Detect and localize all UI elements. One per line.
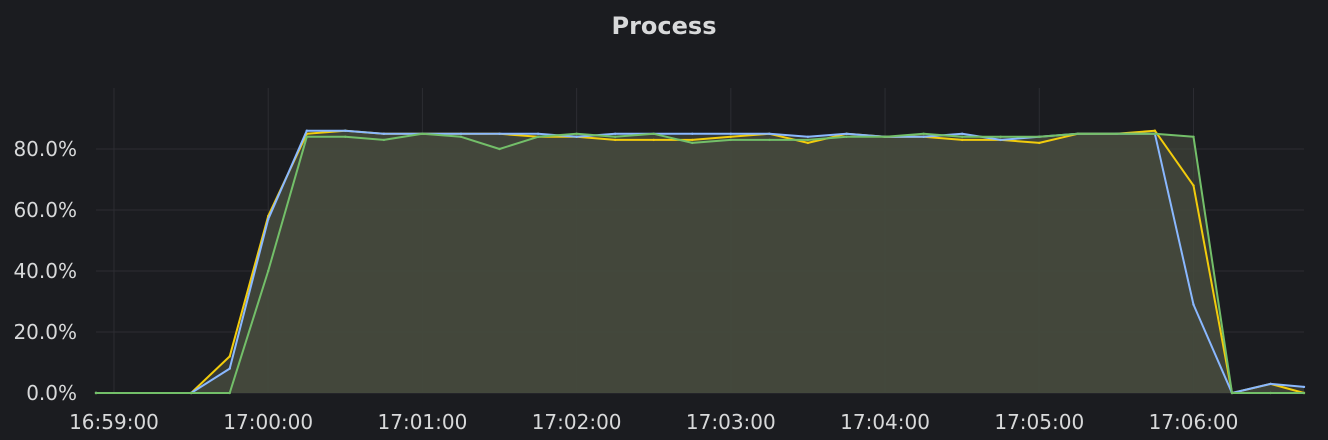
series-green-point (653, 133, 655, 135)
series-blue-point (614, 133, 616, 135)
x-tick-label: 17:00:00 (223, 410, 313, 434)
series-yellow-point (961, 139, 963, 141)
series-green-point (922, 133, 924, 135)
series-green-point (460, 136, 462, 138)
y-tick-label: 80.0% (13, 137, 77, 161)
series-green-point (1269, 392, 1271, 394)
series-blue-point (229, 367, 231, 369)
series-yellow-point (1038, 142, 1040, 144)
series-green-point (614, 136, 616, 138)
series-green-point (344, 136, 346, 138)
series-yellow-point (807, 142, 809, 144)
series-green-point (961, 136, 963, 138)
series-yellow-point (1154, 130, 1156, 132)
series-green-point (807, 139, 809, 141)
y-tick-label: 60.0% (13, 198, 77, 222)
series-green-area (96, 134, 1304, 393)
series-green-point (229, 392, 231, 394)
x-tick-label: 17:02:00 (532, 410, 622, 434)
series-blue-point (1000, 139, 1002, 141)
series-blue-point (344, 130, 346, 132)
series-blue-point (961, 133, 963, 135)
x-tick-label: 17:06:00 (1149, 410, 1239, 434)
series-blue-point (730, 133, 732, 135)
x-axis: 16:59:00 17:00:00 17:01:00 17:02:00 17:03:00… (69, 410, 1238, 434)
series-green-point (575, 133, 577, 135)
series-yellow-point (653, 139, 655, 141)
series-green-point (383, 139, 385, 141)
series-yellow-point (730, 136, 732, 138)
y-tick-label: 20.0% (13, 320, 77, 344)
series-green-point (730, 139, 732, 141)
series-blue-point (691, 133, 693, 135)
y-tick-label: 0.0% (26, 381, 77, 405)
y-axis: 0.0% 20.0% 40.0% 60.0% 80.0% (13, 137, 77, 405)
area-fills (96, 131, 1304, 393)
series-green-point (1115, 133, 1117, 135)
series-green-point (1154, 133, 1156, 135)
series-green-point (1231, 392, 1233, 394)
series-blue-point (537, 133, 539, 135)
series-green-point (768, 139, 770, 141)
series-green-point (1000, 136, 1002, 138)
y-tick-label: 40.0% (13, 259, 77, 283)
series-green-point (1038, 136, 1040, 138)
series-blue-point (768, 133, 770, 135)
x-tick-label: 17:05:00 (994, 410, 1084, 434)
series-green-point (421, 133, 423, 135)
series-green-point (95, 392, 97, 394)
series-green-point (498, 148, 500, 150)
series-blue-point (306, 130, 308, 132)
series-green-point (537, 136, 539, 138)
x-tick-label: 17:01:00 (378, 410, 468, 434)
series-green-point (1303, 392, 1305, 394)
series-blue-point (460, 133, 462, 135)
series-blue-point (575, 136, 577, 138)
series-blue-point (498, 133, 500, 135)
series-yellow-point (614, 139, 616, 141)
series-blue-point (807, 136, 809, 138)
series-green-point (691, 142, 693, 144)
series-blue-point (922, 136, 924, 138)
series-blue-point (845, 133, 847, 135)
series-yellow-point (691, 139, 693, 141)
x-tick-label: 17:04:00 (840, 410, 930, 434)
series-blue-point (383, 133, 385, 135)
series-green-point (267, 270, 269, 272)
series-green-point (1077, 133, 1079, 135)
series-green-point (190, 392, 192, 394)
series-yellow-point (1192, 184, 1194, 186)
series-blue-point (267, 218, 269, 220)
series-green-point (306, 136, 308, 138)
series-yellow-point (229, 355, 231, 357)
series-green-point (884, 136, 886, 138)
series-green-point (845, 136, 847, 138)
x-tick-label: 17:03:00 (686, 410, 776, 434)
series-blue-point (1192, 303, 1194, 305)
x-tick-label: 16:59:00 (69, 410, 159, 434)
series-green-point (1192, 136, 1194, 138)
series-blue-point (1303, 386, 1305, 388)
series-blue-point (1269, 383, 1271, 385)
